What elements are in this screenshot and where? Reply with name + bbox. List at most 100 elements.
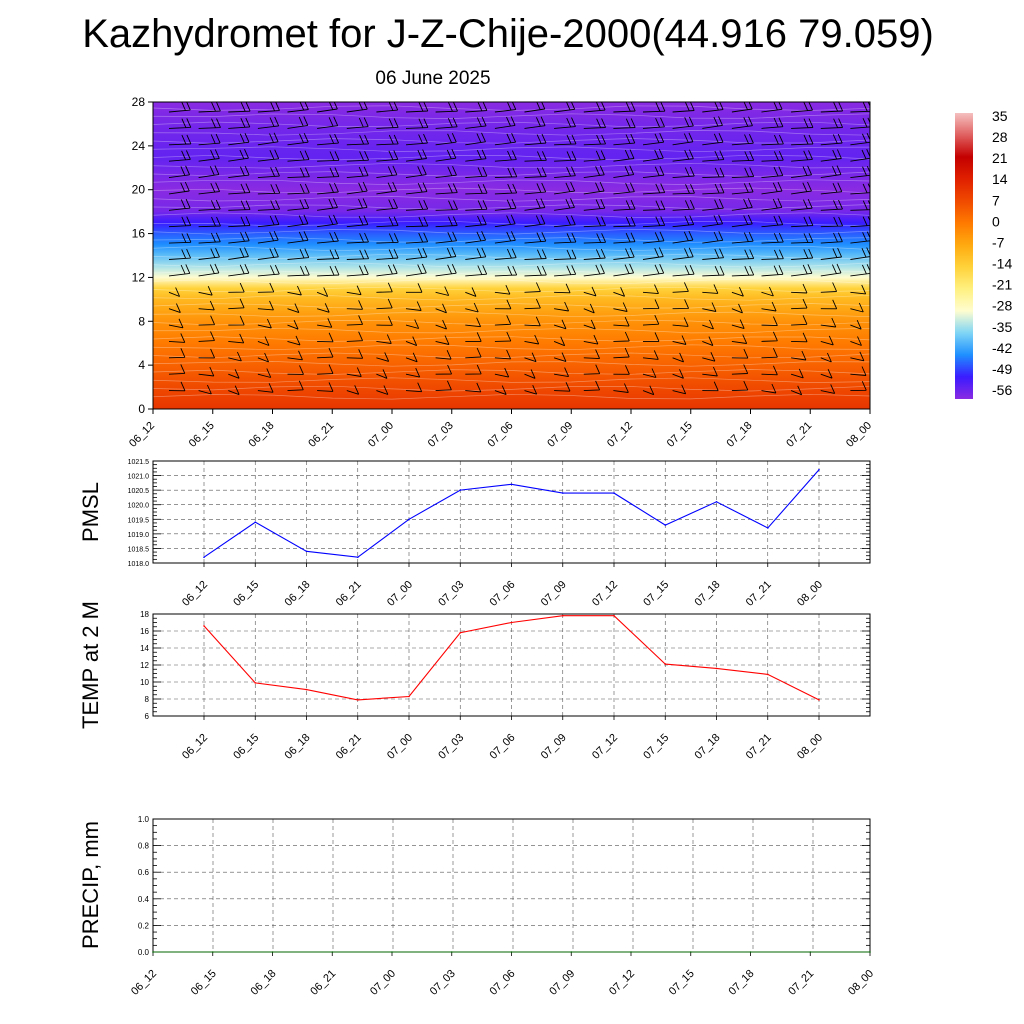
- data-point: [152, 951, 154, 953]
- wind-barb: [583, 102, 606, 113]
- wind-barb: [465, 317, 482, 328]
- wind-barb: [791, 298, 808, 310]
- y-tick-label: 1018.5: [128, 546, 150, 553]
- data-point: [630, 951, 632, 953]
- wind-barb: [168, 198, 191, 211]
- wind-barb: [850, 351, 865, 362]
- data-point: [459, 489, 462, 491]
- wind-barb: [642, 350, 659, 360]
- wind-barb: [346, 349, 364, 359]
- contour-line: [153, 212, 870, 218]
- wind-barb: [524, 116, 546, 129]
- wind-barb: [168, 165, 191, 179]
- wind-barb: [435, 319, 448, 330]
- wind-barb: [702, 167, 725, 179]
- x-tick-label: 06_21: [334, 732, 364, 762]
- wind-barb: [228, 247, 249, 260]
- wind-barb: [820, 232, 843, 244]
- x-tick-label: 07_21: [744, 579, 774, 609]
- wind-barb: [257, 132, 279, 146]
- data-point: [391, 951, 393, 953]
- wind-barb: [168, 233, 192, 244]
- wind-barb: [257, 336, 270, 346]
- x-tick-label: 07_12: [605, 420, 635, 450]
- wind-barb: [435, 264, 457, 277]
- wind-barb: [672, 149, 694, 162]
- wind-barb: [376, 216, 399, 228]
- data-point: [767, 527, 769, 529]
- wind-barb: [494, 248, 517, 260]
- wind-barb: [346, 151, 370, 162]
- wind-barb: [850, 200, 870, 211]
- x-tick-label: 06_15: [231, 579, 261, 609]
- data-point: [767, 673, 769, 676]
- wind-barb: [820, 165, 842, 179]
- wind-barb: [198, 300, 215, 311]
- colorbar-label: -35: [992, 319, 1012, 335]
- wind-barb: [642, 315, 660, 326]
- wind-barb: [465, 364, 482, 375]
- wind-barb: [346, 117, 369, 129]
- wind-barb: [405, 382, 423, 393]
- wind-barb: [553, 352, 567, 363]
- wind-barb: [376, 181, 398, 195]
- wind-barb: [287, 265, 310, 277]
- x-tick-label: 08_00: [795, 732, 825, 762]
- contour-line: [153, 196, 870, 202]
- wind-barb: [524, 182, 547, 195]
- y-tick-label: 0.8: [138, 842, 150, 851]
- contour-line: [153, 344, 870, 351]
- wind-barb: [465, 265, 488, 277]
- data-point: [305, 550, 308, 553]
- wind-barb: [583, 349, 601, 360]
- wind-barb: [672, 282, 689, 293]
- wind-barb: [494, 315, 512, 326]
- wind-barb: [731, 214, 753, 228]
- wind-barb: [198, 182, 221, 195]
- wind-barb: [761, 348, 778, 359]
- wind-barb: [465, 215, 487, 228]
- wind-barb: [287, 248, 310, 260]
- wind-barb: [435, 303, 447, 314]
- wind-barb: [168, 118, 192, 129]
- wind-barb: [168, 216, 192, 228]
- wind-barb: [791, 332, 808, 343]
- wind-barb: [642, 231, 665, 244]
- wind-barb: [465, 287, 477, 297]
- wind-barb: [168, 248, 192, 260]
- wind-barb: [228, 315, 245, 326]
- wind-barb: [198, 315, 216, 326]
- data-point: [613, 492, 615, 494]
- x-tick-label: 07_21: [744, 732, 774, 762]
- wind-barb: [317, 332, 334, 343]
- wind-barb: [791, 216, 814, 228]
- wind-barb: [376, 165, 398, 179]
- wind-barb: [731, 319, 745, 330]
- y-tick-label: 1019.0: [128, 532, 150, 539]
- wind-barb: [583, 380, 601, 392]
- wind-barb: [583, 248, 606, 260]
- wind-barb: [583, 303, 595, 314]
- data-point: [818, 699, 820, 701]
- wind-barb: [702, 116, 723, 129]
- wind-barb: [257, 318, 272, 329]
- x-tick-label: 07_15: [641, 732, 671, 762]
- x-tick-label: 07_18: [693, 579, 723, 609]
- wind-barb: [554, 181, 576, 195]
- x-tick-label: 07_00: [385, 579, 415, 609]
- wind-barb: [642, 368, 657, 378]
- wind-barb: [820, 384, 836, 394]
- wind-barb: [168, 150, 191, 162]
- y-tick-label: 1020.0: [128, 503, 150, 510]
- wind-barb: [820, 199, 843, 211]
- wind-barbs: [168, 102, 870, 396]
- wind-barb: [583, 181, 605, 195]
- wind-barb: [761, 316, 778, 327]
- wind-barb: [494, 349, 512, 360]
- wind-barb: [405, 118, 429, 129]
- wind-barb: [287, 303, 300, 314]
- x-tick-label: 07_18: [693, 732, 723, 762]
- wind-barb: [198, 286, 213, 296]
- data-point: [562, 614, 564, 617]
- wind-barb: [553, 319, 567, 330]
